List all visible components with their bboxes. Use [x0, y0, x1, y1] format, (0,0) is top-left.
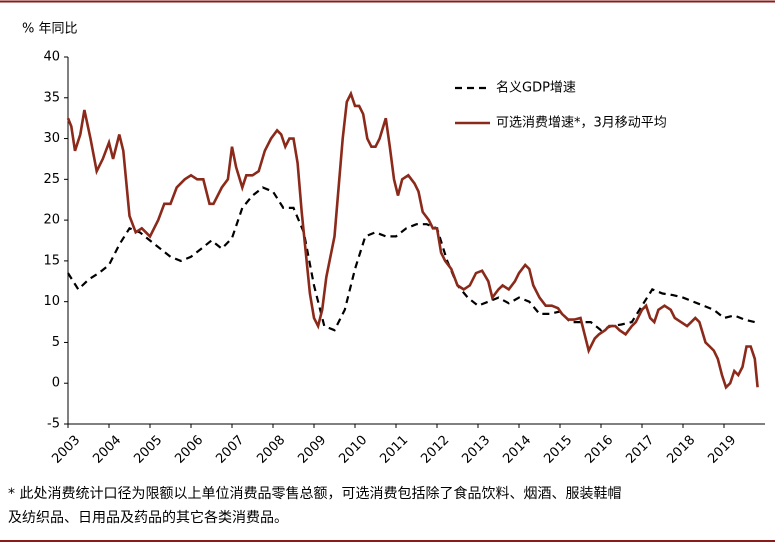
y-tick-label: 30 — [43, 131, 60, 146]
y-tick-label: 15 — [43, 253, 60, 268]
x-tick-label: 2006 — [172, 433, 206, 467]
x-tick-label: 2014 — [500, 433, 534, 467]
legend-label: 可选消费增速*，3月移动平均 — [496, 116, 667, 131]
x-tick-label: 2003 — [49, 433, 83, 467]
x-tick-label: 2016 — [582, 433, 616, 467]
x-tick-label: 2018 — [664, 433, 698, 467]
y-tick-label: 0 — [52, 376, 60, 391]
legend-label: 名义GDP增速 — [496, 80, 576, 96]
y-tick-label: -5 — [47, 417, 60, 432]
y-tick-label: 35 — [43, 90, 60, 105]
x-tick-label: 2015 — [541, 433, 575, 467]
footnote: * 此处消费统计口径为限额以上单位消费品零售总额，可选消费包括除了食品饮料、烟酒… — [8, 485, 621, 502]
y-tick-label: 10 — [43, 294, 60, 309]
footnote: 及纺织品、日用品及药品的其它各类消费品。 — [8, 509, 288, 526]
x-tick-label: 2012 — [418, 433, 452, 467]
y-axis-label: % 年同比 — [22, 22, 78, 37]
x-tick-label: 2017 — [623, 433, 657, 467]
series-line — [67, 186, 756, 332]
y-tick-label: 25 — [43, 172, 60, 187]
x-tick-label: 2013 — [459, 433, 493, 467]
x-tick-label: 2009 — [295, 433, 329, 467]
x-tick-label: 2011 — [377, 433, 411, 467]
x-tick-label: 2008 — [254, 433, 288, 467]
x-tick-label: 2007 — [213, 433, 247, 467]
x-tick-label: 2019 — [705, 433, 739, 467]
series-line — [66, 90, 759, 390]
x-tick-label: 2005 — [131, 433, 165, 467]
y-tick-label: 5 — [52, 335, 60, 350]
x-tick-label: 2004 — [90, 433, 124, 467]
x-tick-label: 2010 — [336, 433, 370, 467]
y-tick-label: 40 — [43, 50, 60, 65]
y-tick-label: 20 — [43, 213, 60, 228]
